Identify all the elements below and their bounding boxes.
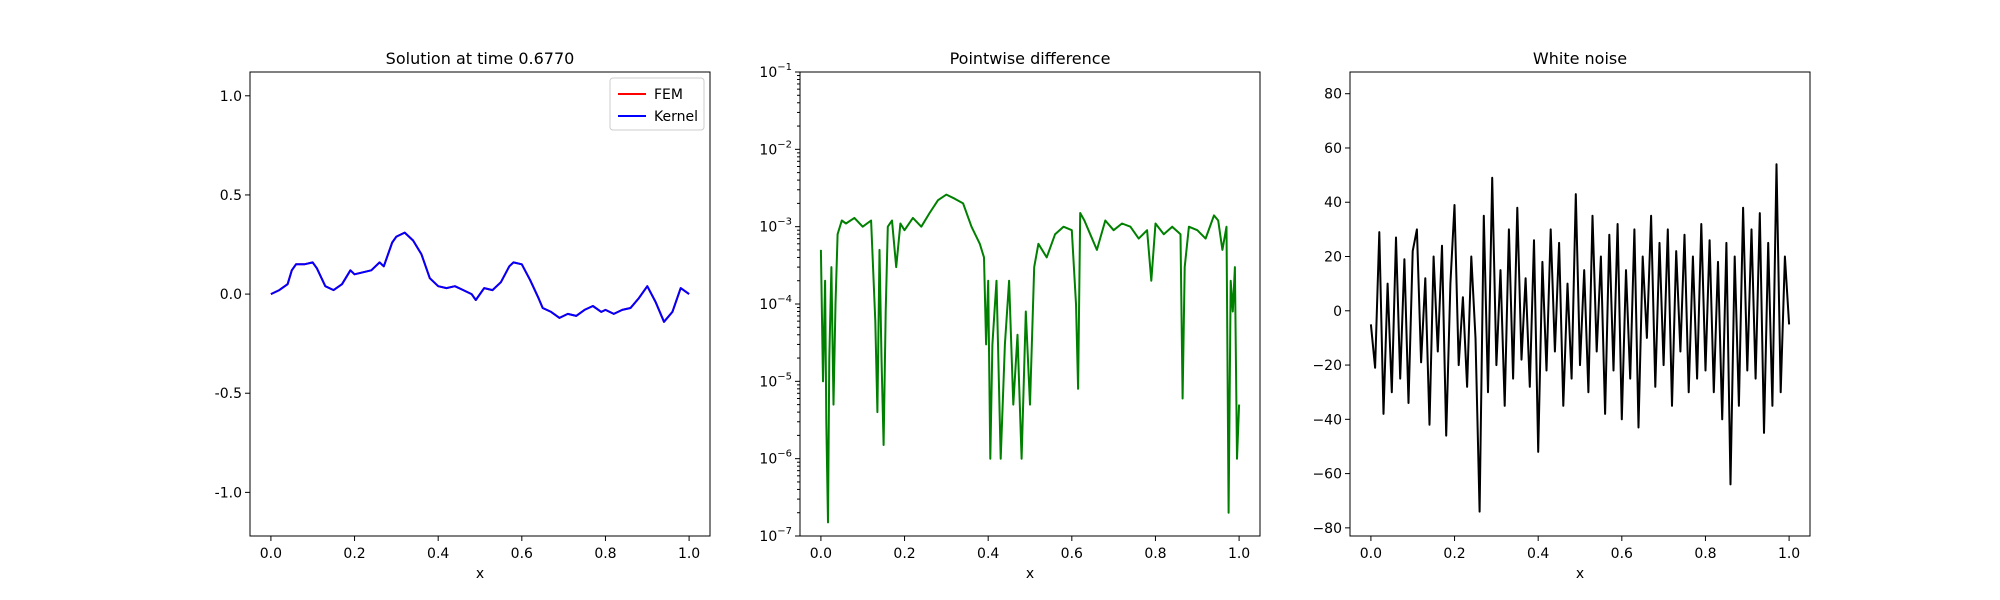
y-tick-label: 10−4	[759, 294, 792, 313]
legend-label: FEM	[654, 87, 683, 103]
x-axis-label: x	[476, 566, 484, 582]
y-tick-label: 10−3	[759, 217, 792, 236]
x-tick-label: 0.0	[1360, 546, 1382, 562]
y-tick-label: 80	[1324, 87, 1342, 103]
y-tick-label: −60	[1312, 467, 1342, 483]
x-tick-label: 0.2	[893, 546, 915, 562]
x-tick-label: 0.8	[594, 546, 616, 562]
y-tick-label: 10−7	[759, 526, 792, 545]
y-tick-label: 40	[1324, 195, 1342, 211]
x-tick-label: 0.2	[343, 546, 365, 562]
chart-panel-1: 0.0 0.2 0.4 0.6 0.8 1.0 -1.0 -0.5 0.0 0.5 1.0 Solut…	[215, 49, 711, 582]
x-tick-label: 0.6	[1611, 546, 1633, 562]
x-tick-label: 0.6	[511, 546, 533, 562]
y-tick-label: 10−6	[759, 449, 792, 468]
y-tick-label: −20	[1312, 358, 1342, 374]
y-tick-label: 0.5	[220, 188, 242, 204]
legend-label: Kernel	[654, 109, 698, 125]
y-tick-label: 60	[1324, 141, 1342, 157]
y-tick-label: 0	[1333, 304, 1342, 320]
x-tick-label: 0.4	[427, 546, 449, 562]
series-line-1	[819, 193, 1241, 524]
x-tick-label: 0.4	[1527, 546, 1549, 562]
y-tick-label: −40	[1312, 412, 1342, 428]
x-tick-label: 0.6	[1061, 546, 1083, 562]
axes-frame	[799, 71, 1261, 537]
y-tick-label: -1.0	[215, 485, 242, 501]
series-line-kernel	[270, 231, 690, 323]
x-tick-label: 1.0	[1228, 546, 1250, 562]
axes-frame	[1349, 71, 1811, 537]
x-tick-label: 0.2	[1443, 546, 1465, 562]
chart-panel-3: 0.0 0.2 0.4 0.6 0.8 1.0 −80 −60 −40 −20 0 20 40 60 80 W…	[1312, 49, 1811, 582]
x-tick-label: 0.8	[1694, 546, 1716, 562]
x-tick-label: 0.4	[977, 546, 999, 562]
chart-title: Pointwise difference	[950, 49, 1111, 68]
x-tick-label: 0.0	[260, 546, 282, 562]
y-tick-label: 1.0	[220, 89, 242, 105]
x-tick-label: 0.0	[810, 546, 832, 562]
axes-frame	[249, 71, 711, 537]
x-tick-label: 1.0	[678, 546, 700, 562]
series-line-1	[1369, 163, 1791, 513]
y-tick-label: 10−1	[759, 62, 792, 81]
x-tick-label: 1.0	[1778, 546, 1800, 562]
y-tick-label: -0.5	[215, 386, 242, 402]
chart-title: Solution at time 0.6770	[386, 49, 575, 68]
y-tick-label: 20	[1324, 250, 1342, 266]
legend: FEM Kernel	[609, 77, 705, 131]
x-tick-label: 0.8	[1144, 546, 1166, 562]
x-axis-label: x	[1576, 566, 1584, 582]
chart-title: White noise	[1533, 49, 1627, 68]
x-axis-label: x	[1026, 566, 1034, 582]
y-tick-label: 10−2	[759, 139, 792, 158]
y-tick-label: 0.0	[220, 287, 242, 303]
y-tick-label: 10−5	[759, 371, 792, 390]
y-tick-label: −80	[1312, 521, 1342, 537]
chart-panel-2: 0.0 0.2 0.4 0.6 0.8 1.0 10−1 10−2 10−3 10−4 10−5 10…	[759, 49, 1261, 582]
